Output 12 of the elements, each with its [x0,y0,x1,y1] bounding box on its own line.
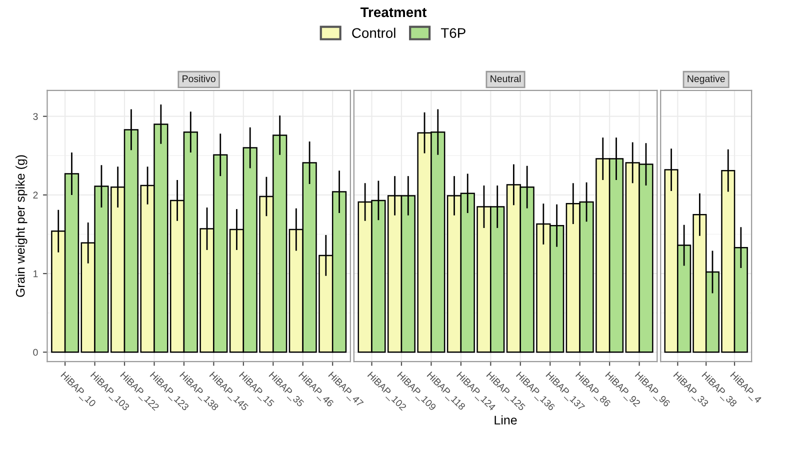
y-axis-title: Grain weight per spike (g) [16,155,28,297]
legend-label: T6P [440,28,466,38]
legend-title: Treatment [360,7,427,18]
y-tick-label: 1 [34,270,38,278]
y-tick-label: 3 [33,113,38,120]
y-tick-label: 2 [33,192,38,198]
chart-title: Negative [688,75,725,84]
chart-title: Positivo [182,75,216,82]
y-tick-label: 0 [33,348,38,356]
legend-label: Control [352,28,396,38]
chart-title: Neutral [490,75,521,82]
x-axis-title: Line [494,415,517,425]
